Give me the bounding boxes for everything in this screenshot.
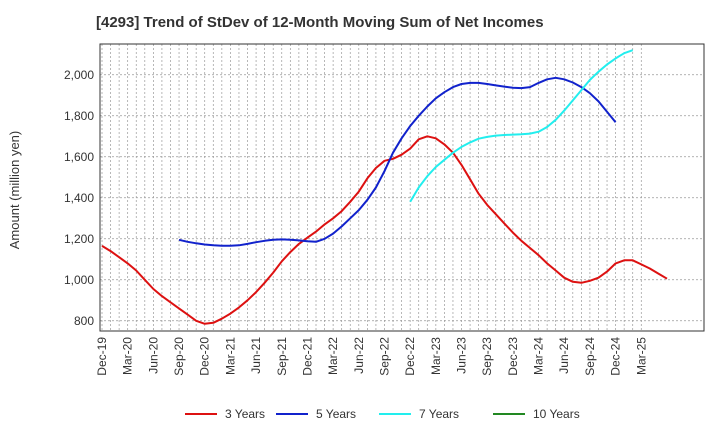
series-line-3-years [101,135,668,325]
y-tick-label: 2,000 [64,68,94,82]
plot-area [100,44,704,331]
x-tick-label: Jun-20 [146,337,160,374]
legend-label: 10 Years [533,407,580,421]
plot-border [99,43,705,332]
chart-title: [4293] Trend of StDev of 12-Month Moving… [96,14,544,31]
x-tick-label: Dec-20 [198,337,212,376]
x-tick-label: Sep-24 [583,337,597,376]
y-axis-ticks: 800 1,000 1,200 1,400 1,600 1,800 2,000 [64,68,94,328]
series-line-7-years [409,49,634,203]
legend: 3 Years 5 Years 7 Years 10 Years [185,407,580,421]
grid-lines [100,44,704,331]
x-tick-label: Jun-24 [557,337,571,374]
x-tick-label: Sep-20 [172,337,186,376]
x-tick-label: Dec-21 [300,337,314,376]
legend-label: 7 Years [419,407,459,421]
x-tick-label: Sep-23 [480,337,494,376]
x-tick-label: Mar-25 [634,337,648,375]
x-tick-label: Mar-20 [121,337,135,375]
x-tick-label: Mar-21 [223,337,237,375]
x-tick-label: Jun-22 [352,337,366,374]
y-tick-label: 800 [74,314,94,328]
x-tick-label: Sep-22 [377,337,391,376]
y-tick-label: 1,000 [64,273,94,287]
y-axis-label: Amount (million yen) [7,131,22,250]
x-tick-label: Jun-23 [455,337,469,374]
x-tick-label: Dec-22 [403,337,417,376]
x-axis-ticks: Dec-19 Mar-20 Jun-20 Sep-20 Dec-20 Mar-21 Jun-… [95,337,648,376]
series-lines [101,49,668,325]
series-line-5-years [178,76,617,247]
x-tick-label: Dec-23 [506,337,520,376]
x-tick-label: Dec-19 [95,337,109,376]
legend-label: 5 Years [316,407,356,421]
y-tick-label: 1,400 [64,191,94,205]
y-tick-label: 1,200 [64,232,94,246]
y-tick-label: 1,800 [64,109,94,123]
legend-label: 3 Years [225,407,265,421]
x-tick-label: Mar-23 [429,337,443,375]
x-tick-label: Mar-22 [326,337,340,375]
x-tick-label: Dec-24 [609,337,623,376]
x-tick-label: Mar-24 [532,337,546,375]
x-tick-label: Jun-21 [249,337,263,374]
y-tick-label: 1,600 [64,150,94,164]
x-tick-label: Sep-21 [275,337,289,376]
